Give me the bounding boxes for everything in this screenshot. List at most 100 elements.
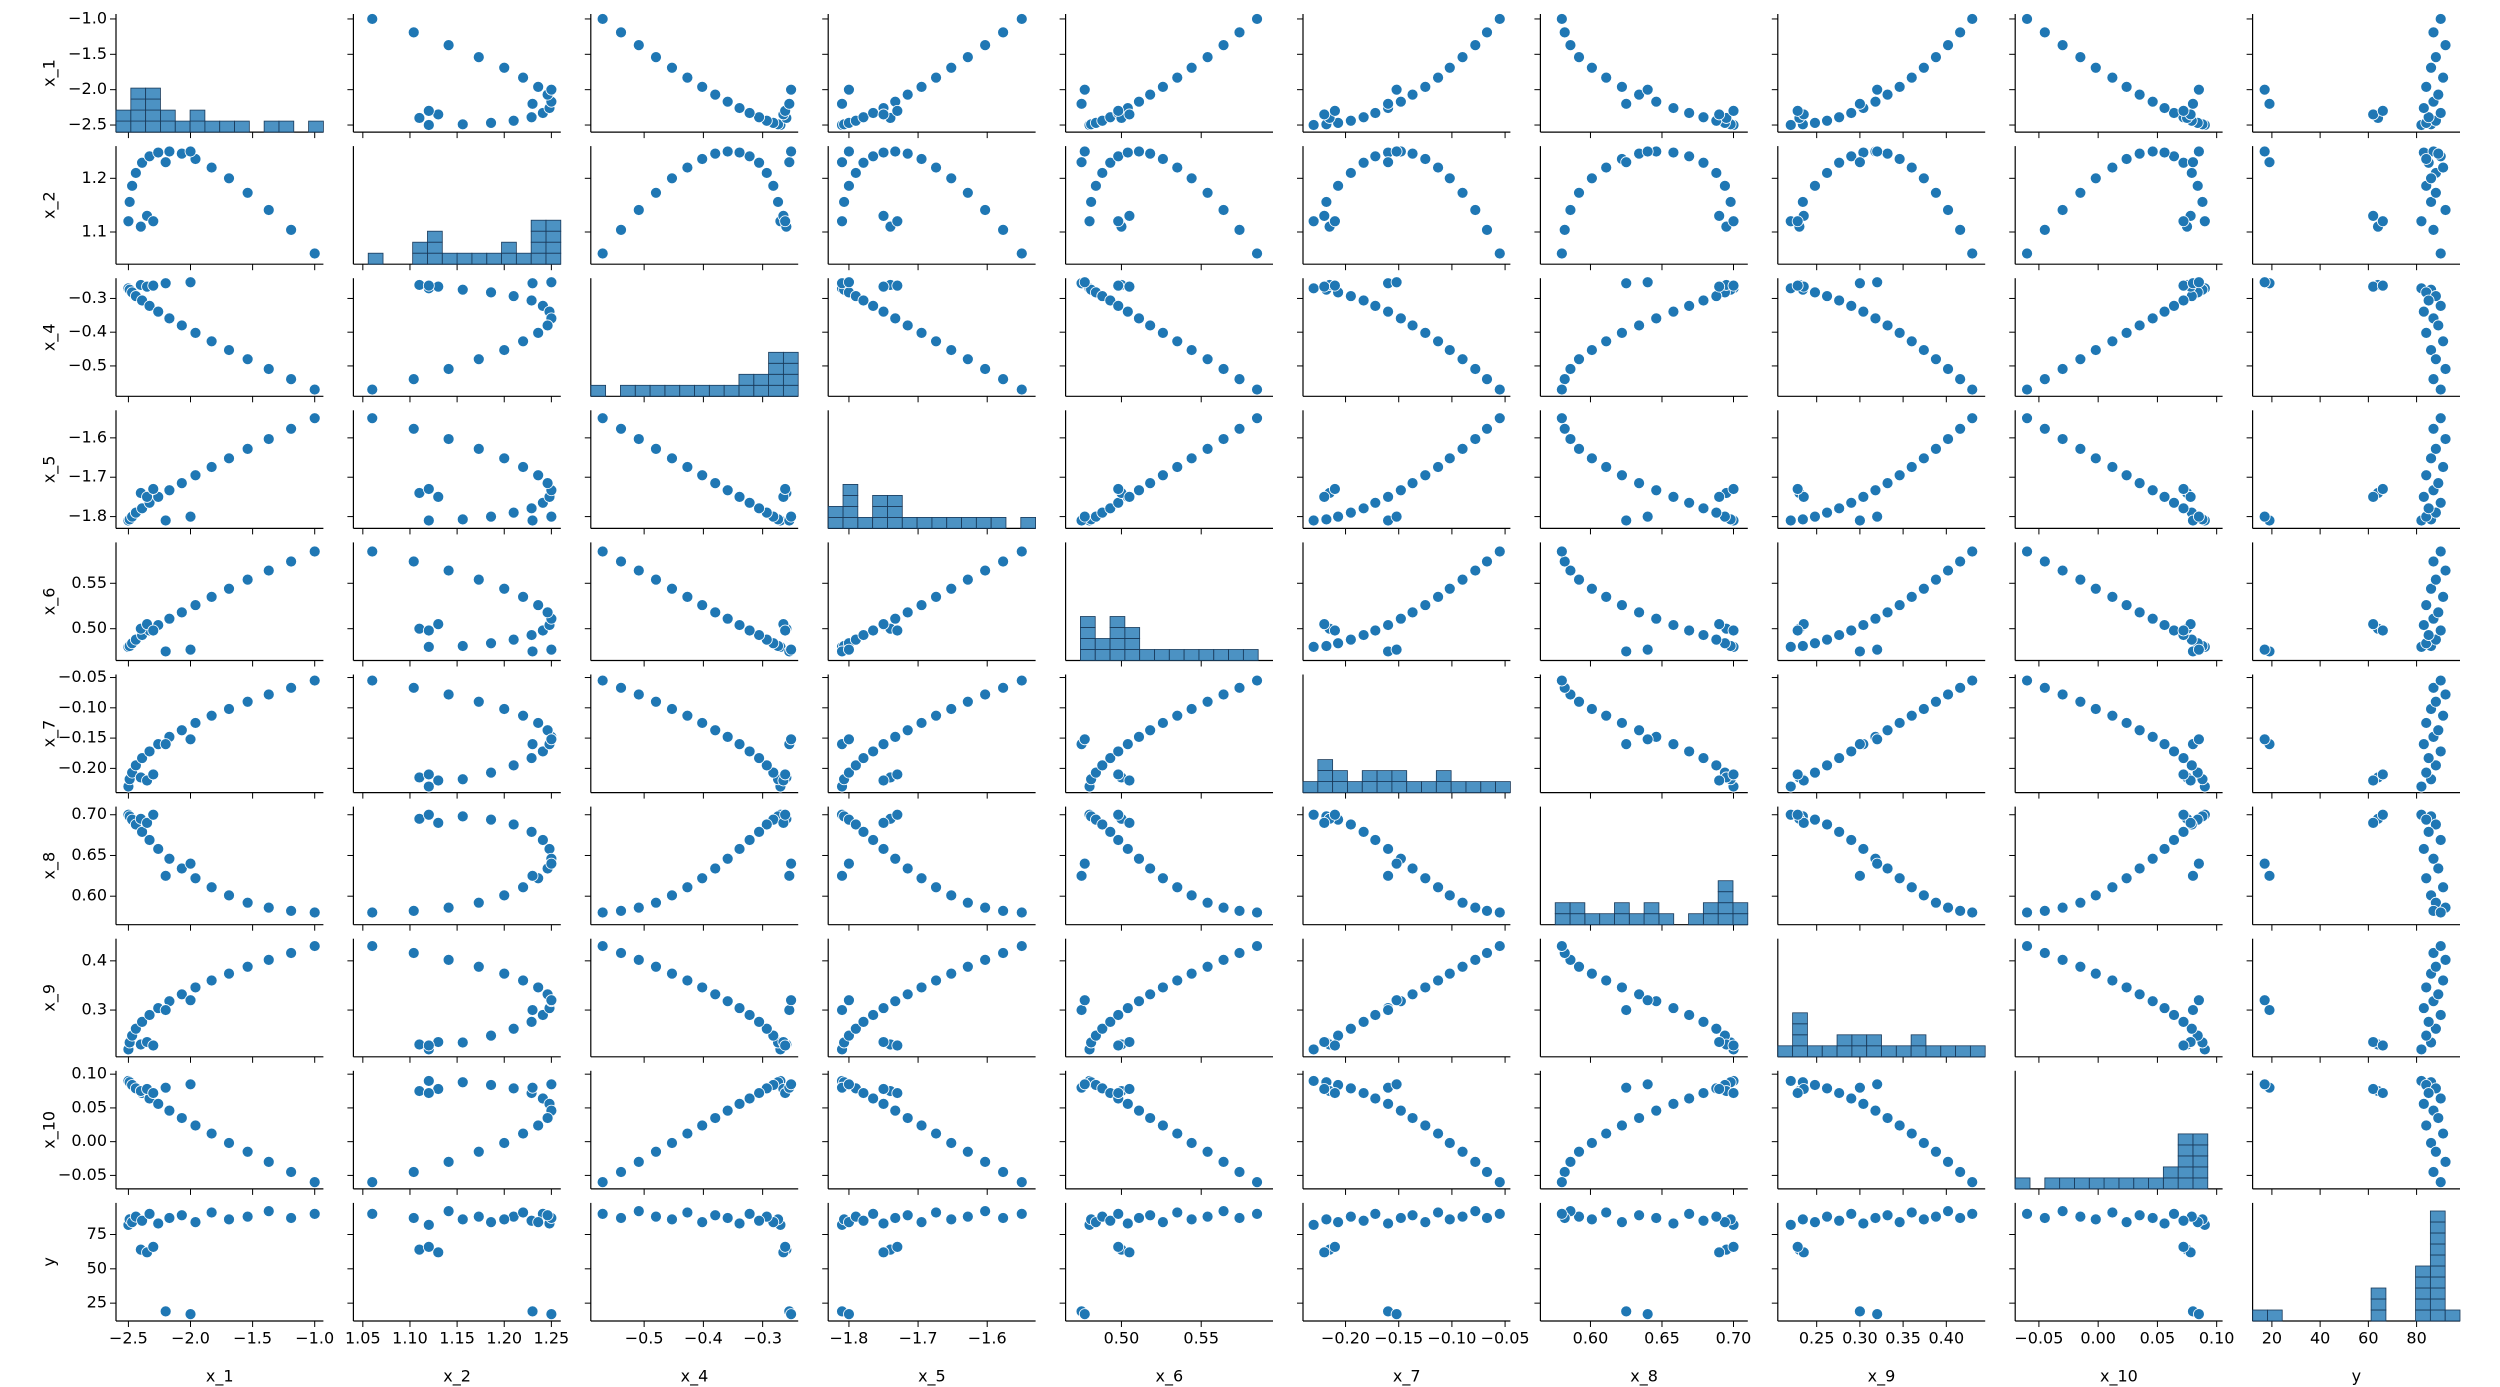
point: [1332, 1029, 1344, 1042]
point: [767, 179, 780, 192]
point: [1710, 759, 1723, 772]
point: [1871, 1308, 1884, 1321]
hist-block: [1807, 1045, 1823, 1058]
point: [285, 373, 298, 385]
point: [1318, 1083, 1331, 1095]
hist-block: [2415, 1265, 2431, 1278]
point: [1157, 153, 1169, 165]
point: [979, 688, 992, 701]
point: [1881, 862, 1894, 875]
point: [1344, 167, 1357, 179]
point: [1558, 223, 1571, 236]
point: [930, 881, 942, 894]
hist-block: [1702, 902, 1719, 915]
point: [1853, 738, 1866, 751]
point: [2089, 452, 2102, 465]
point: [596, 1207, 609, 1220]
point: [184, 733, 197, 746]
point: [241, 896, 254, 909]
point: [1075, 97, 1088, 110]
point: [901, 1209, 914, 1222]
point: [1185, 61, 1198, 74]
point: [536, 834, 549, 846]
point: [2434, 745, 2447, 758]
y-tick-label: 0.05: [71, 1097, 107, 1116]
point: [1307, 640, 1320, 653]
hist-block: [1717, 880, 1734, 893]
point: [1217, 39, 1230, 52]
point: [2427, 681, 2440, 694]
y-tick-label: −1.8: [68, 506, 107, 525]
point: [1456, 1145, 1469, 1158]
point: [2168, 834, 2180, 846]
point: [615, 947, 627, 959]
point: [1585, 967, 1598, 980]
point: [877, 1083, 890, 1095]
point: [961, 186, 974, 199]
point: [2427, 26, 2440, 39]
point: [2038, 373, 2051, 385]
point: [2056, 564, 2069, 577]
point: [867, 834, 880, 846]
point: [2425, 344, 2437, 356]
point: [901, 1112, 914, 1124]
x-tick-label: 0.50: [1104, 1329, 1140, 1348]
point: [366, 906, 379, 919]
point: [1966, 13, 1979, 25]
hist-block: [1792, 1023, 1808, 1036]
point: [1930, 51, 1942, 64]
point: [241, 960, 254, 973]
point: [2427, 373, 2440, 385]
x-tick-label: 0.65: [1644, 1329, 1680, 1348]
point: [2434, 545, 2447, 558]
point: [2437, 591, 2450, 603]
point: [2417, 491, 2430, 503]
point: [681, 161, 694, 174]
point: [1917, 1213, 1930, 1226]
point: [2191, 179, 2204, 192]
point: [783, 97, 796, 110]
point: [366, 1207, 379, 1220]
point: [1123, 491, 1136, 503]
point: [1357, 825, 1370, 838]
y-tick-label: −0.3: [68, 288, 107, 307]
point: [2420, 1119, 2433, 1132]
point: [1620, 277, 1633, 290]
point: [779, 768, 792, 781]
point: [877, 816, 890, 829]
point: [1015, 1207, 1028, 1220]
point: [2177, 215, 2190, 228]
point: [753, 502, 765, 515]
point: [2187, 97, 2199, 110]
point: [1123, 774, 1136, 787]
point: [709, 477, 722, 490]
point: [1133, 1104, 1145, 1117]
hist-block: [189, 109, 206, 122]
point: [517, 591, 529, 603]
point: [241, 186, 254, 199]
point: [891, 215, 904, 228]
point: [1121, 1097, 1134, 1110]
point: [472, 960, 485, 973]
point: [2021, 383, 2033, 396]
point: [1318, 491, 1331, 503]
point: [526, 1081, 539, 1094]
point: [1683, 150, 1696, 163]
point: [1942, 433, 1954, 445]
point: [1015, 1176, 1028, 1189]
point: [979, 901, 992, 914]
point: [1171, 461, 1184, 473]
x-tick-label: 0.70: [1716, 1329, 1752, 1348]
point: [189, 1119, 202, 1132]
point: [189, 1216, 202, 1229]
point: [1917, 703, 1930, 715]
point: [1917, 452, 1930, 465]
point: [1633, 1209, 1645, 1222]
hist-block: [427, 241, 443, 254]
point: [442, 1156, 455, 1168]
point: [1791, 1240, 1804, 1253]
point: [1382, 491, 1394, 503]
point: [1833, 502, 1846, 515]
point: [1201, 1210, 1214, 1223]
hist-block: [901, 517, 918, 529]
